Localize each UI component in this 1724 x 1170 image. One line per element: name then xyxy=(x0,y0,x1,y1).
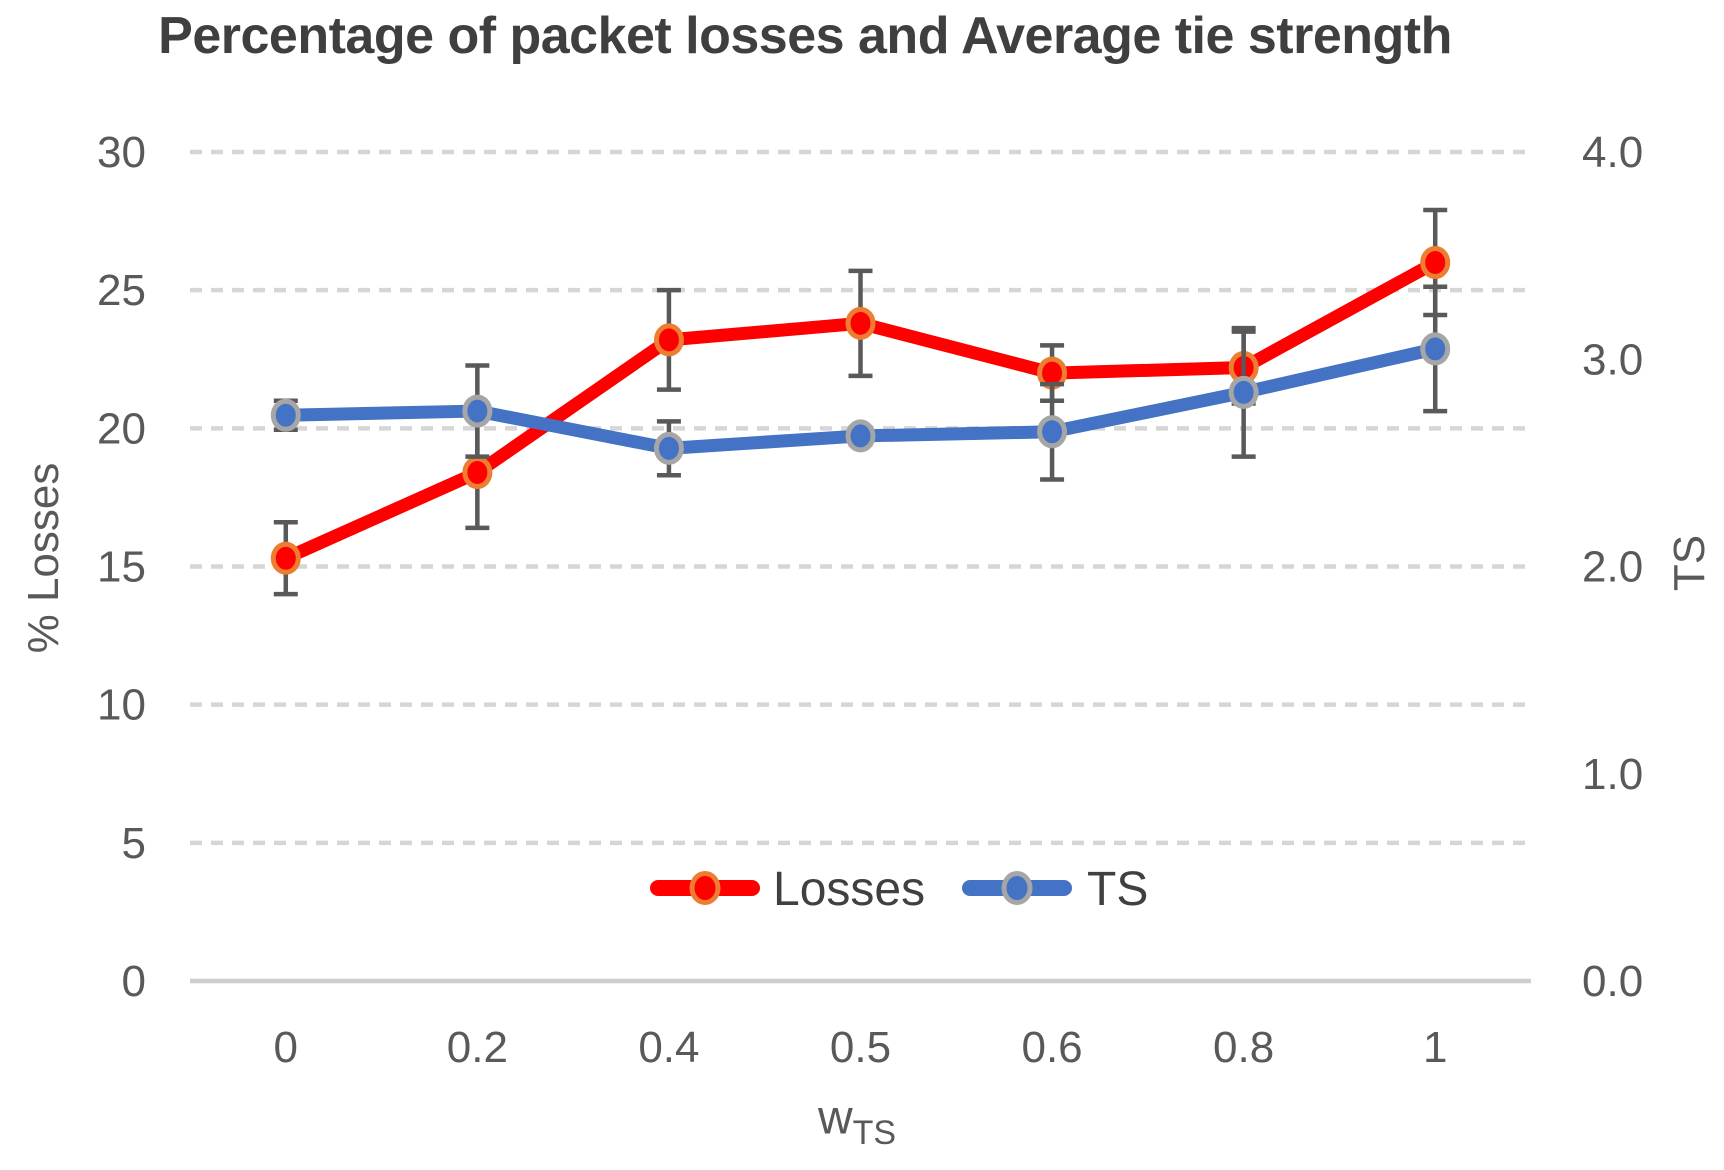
right-tick-label-1.0: 1.0 xyxy=(1582,750,1643,799)
losses-marker-6 xyxy=(1420,246,1451,280)
left-tick-label-5: 5 xyxy=(122,819,146,868)
losses-marker-1 xyxy=(462,456,493,490)
x-tick-label-0.8: 0.8 xyxy=(1213,1023,1274,1072)
x-axis-title-base: w xyxy=(817,1091,853,1145)
x-axis-title-sub: TS xyxy=(852,1114,897,1153)
ts-marker-2 xyxy=(653,431,684,465)
ts-marker-1 xyxy=(462,394,493,428)
left-tick-label-25: 25 xyxy=(97,266,146,315)
right-tick-label-2.0: 2.0 xyxy=(1582,543,1643,592)
left-tick-label-0: 0 xyxy=(122,957,146,1006)
x-tick-label-0.5: 0.5 xyxy=(830,1023,891,1072)
losses-marker-3 xyxy=(845,306,876,340)
left-tick-label-20: 20 xyxy=(97,404,146,453)
x-tick-label-0.6: 0.6 xyxy=(1021,1023,1082,1072)
x-tick-label-0: 0 xyxy=(274,1023,298,1072)
legend-losses-marker xyxy=(689,871,721,905)
legend-losses-label: Losses xyxy=(773,863,925,916)
x-axis-title: wTS xyxy=(817,1091,896,1151)
right-tick-label-0.0: 0.0 xyxy=(1582,957,1643,1006)
left-tick-label-30: 30 xyxy=(97,128,146,177)
losses-marker-0 xyxy=(270,541,301,575)
ts-marker-0 xyxy=(270,398,301,432)
left-tick-label-10: 10 xyxy=(97,681,146,730)
ts-marker-5 xyxy=(1228,375,1259,409)
legend-ts-label: TS xyxy=(1087,863,1148,916)
ts-marker-6 xyxy=(1420,332,1451,366)
losses-marker-2 xyxy=(653,323,684,357)
x-tick-label-1: 1 xyxy=(1423,1023,1447,1072)
x-tick-label-0.4: 0.4 xyxy=(638,1023,699,1072)
chart-title: Percentage of packet losses and Average … xyxy=(158,7,1452,65)
right-tick-label-3.0: 3.0 xyxy=(1582,335,1643,384)
ts-marker-3 xyxy=(845,419,876,453)
left-tick-label-15: 15 xyxy=(97,543,146,592)
ts-marker-4 xyxy=(1037,415,1068,449)
x-tick-label-0.2: 0.2 xyxy=(447,1023,508,1072)
right-tick-label-4.0: 4.0 xyxy=(1582,128,1643,177)
legend-ts-marker xyxy=(1001,871,1033,905)
